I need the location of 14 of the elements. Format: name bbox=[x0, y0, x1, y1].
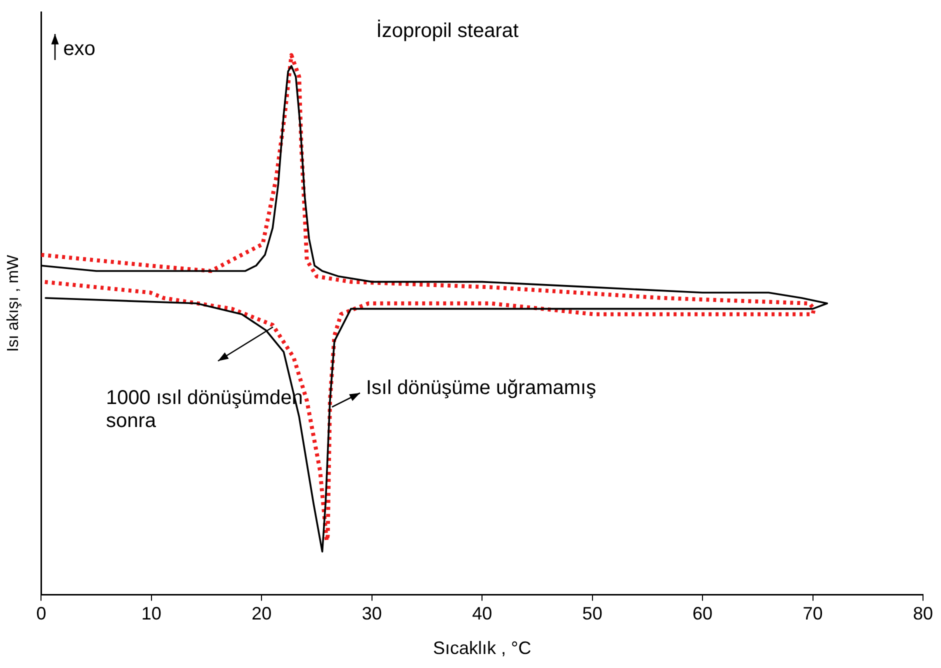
x-tick-label: 50 bbox=[582, 604, 602, 624]
x-tick-label: 20 bbox=[252, 604, 272, 624]
x-tick-label: 0 bbox=[36, 604, 46, 624]
x-tick-label: 70 bbox=[802, 604, 823, 624]
x-tick-label: 30 bbox=[362, 604, 382, 624]
x-axis-title: Sıcaklık , °C bbox=[432, 638, 532, 658]
x-tick-label: 60 bbox=[692, 604, 713, 624]
annotation: exo bbox=[63, 38, 96, 61]
chart-title: İzopropil stearat bbox=[376, 20, 519, 43]
y-axis-title: Isı akışı , mW bbox=[5, 254, 22, 352]
x-tick-label: 40 bbox=[472, 604, 492, 624]
legend-label: Isıl dönüşüme uğramamış bbox=[366, 376, 596, 400]
x-tick-label: 10 bbox=[141, 604, 162, 624]
x-tick-label: 80 bbox=[912, 604, 934, 624]
